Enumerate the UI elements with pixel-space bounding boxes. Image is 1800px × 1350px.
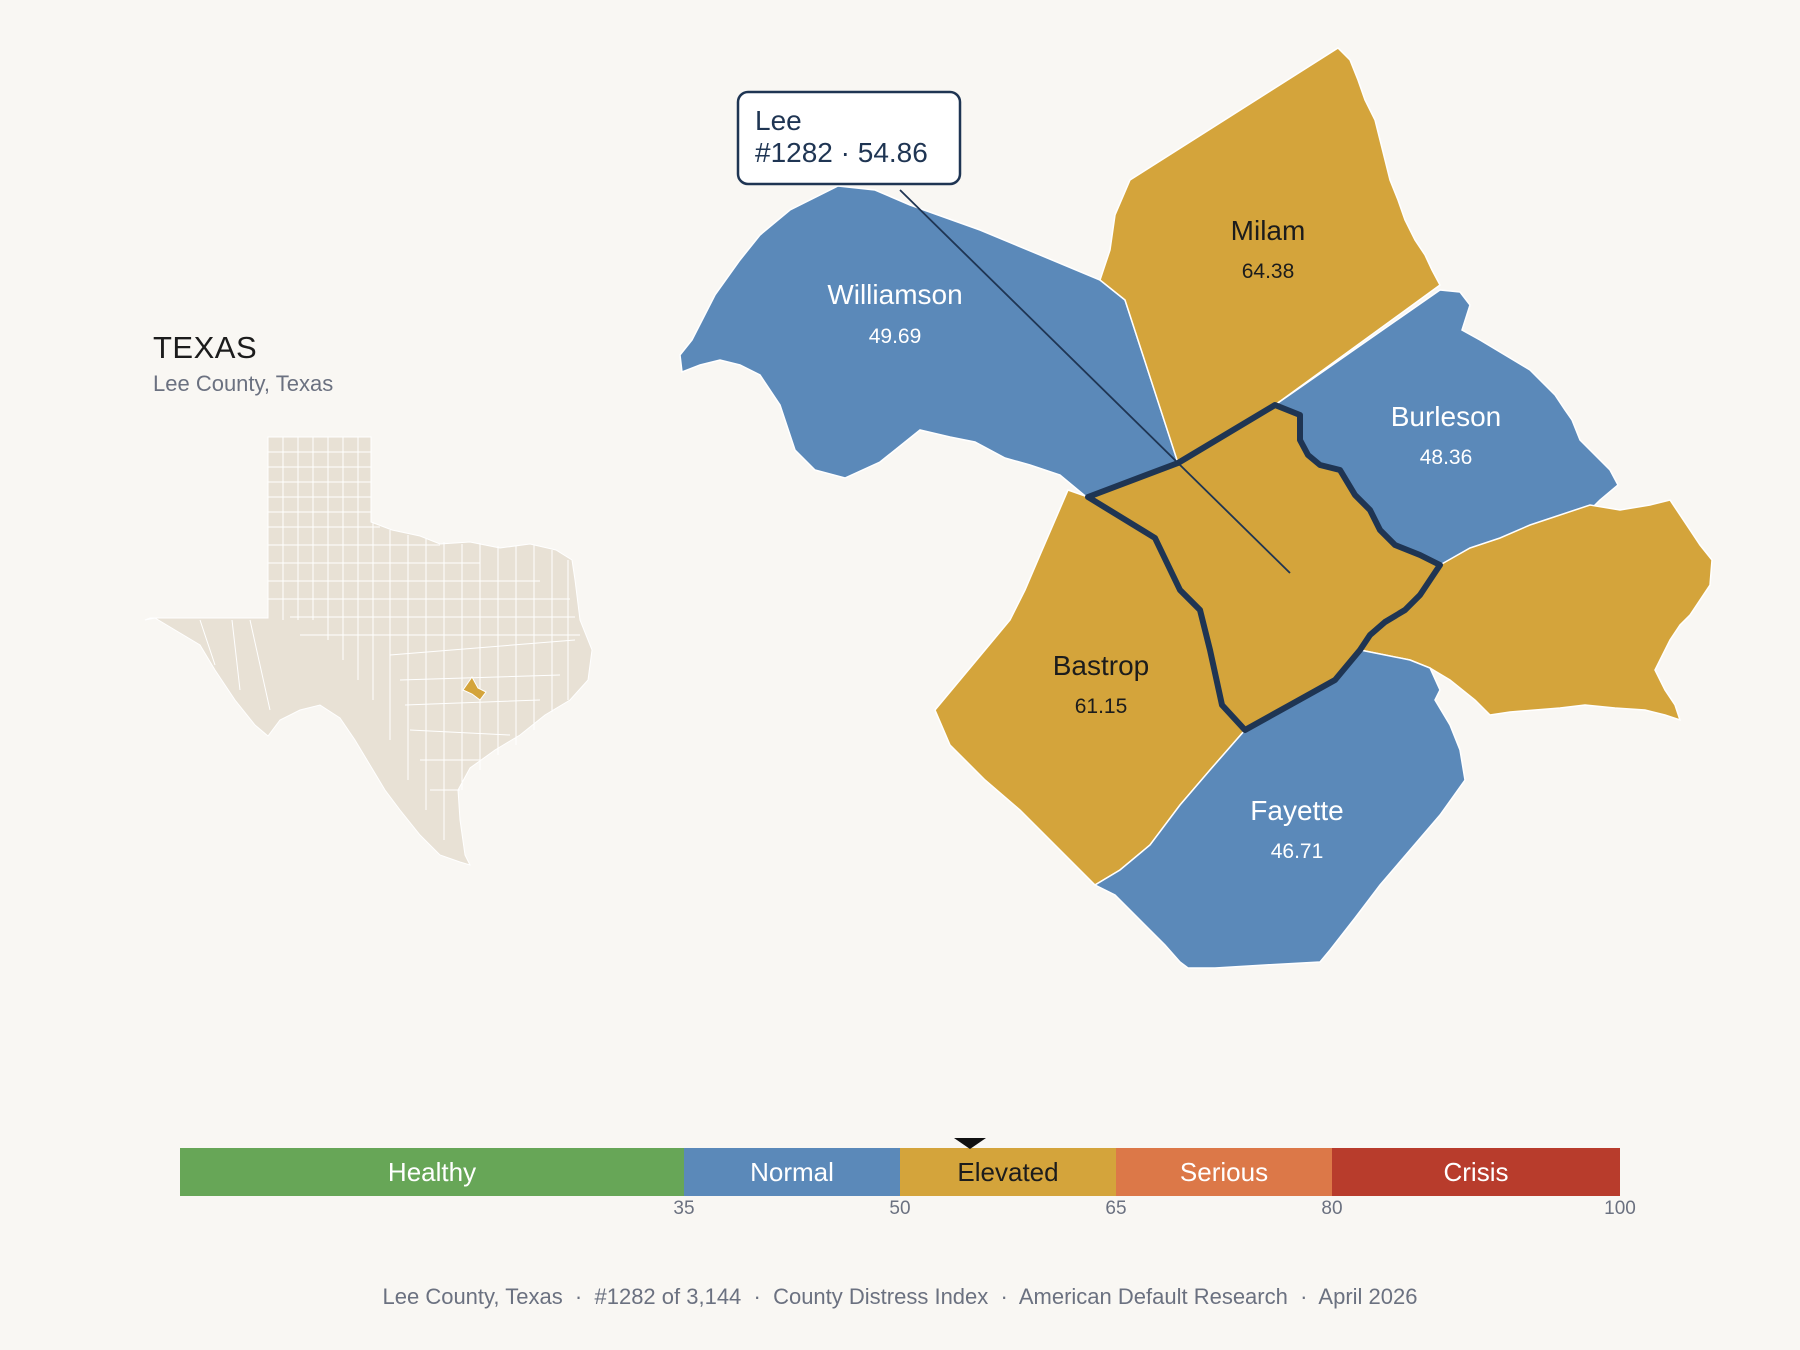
legend-tick-80: 80 xyxy=(1321,1198,1342,1219)
legend-tick-100: 100 xyxy=(1604,1198,1636,1219)
legend-band-normal xyxy=(684,1148,900,1196)
legend-marker-triangle xyxy=(953,1138,986,1149)
county-labels: Williamson 49.69 Milam 64.38 Burleson 48… xyxy=(827,215,1501,863)
footer-index: County Distress Index xyxy=(773,1284,989,1309)
williamson-value: 49.69 xyxy=(869,325,922,348)
callout-rank-value: #1282 · 54.86 xyxy=(755,137,928,168)
bastrop-value: 61.15 xyxy=(1075,695,1128,718)
texas-inset-map xyxy=(144,436,593,866)
regional-map xyxy=(679,47,1713,969)
milam-name: Milam xyxy=(1231,215,1306,246)
legend-label-normal: Normal xyxy=(750,1157,834,1187)
county-milam[interactable] xyxy=(1099,47,1441,465)
distress-scale-legend: Healthy Normal Elevated Serious Crisis 35 50 65… xyxy=(180,1138,1636,1219)
milam-value: 64.38 xyxy=(1242,260,1295,283)
inset-subtitle: Lee County, Texas xyxy=(153,371,334,396)
legend-label-crisis: Crisis xyxy=(1444,1157,1509,1187)
texas-state-shape xyxy=(144,436,593,866)
footer-source: American Default Research xyxy=(1018,1284,1288,1309)
lee-inset-highlight xyxy=(462,676,487,701)
callout-box: Lee #1282 · 54.86 xyxy=(736,90,962,186)
legend-label-elevated: Elevated xyxy=(957,1157,1058,1187)
county-fayette[interactable] xyxy=(1093,649,1466,969)
legend-tick-65: 65 xyxy=(1105,1198,1126,1219)
footer-date: April 2026 xyxy=(1318,1284,1418,1309)
legend-label-healthy: Healthy xyxy=(388,1157,476,1187)
fayette-value: 46.71 xyxy=(1271,840,1324,863)
legend-tick-50: 50 xyxy=(889,1198,910,1219)
footer-rank: #1282 of 3,144 xyxy=(594,1284,742,1309)
legend-tick-35: 35 xyxy=(673,1198,694,1219)
bastrop-name: Bastrop xyxy=(1053,650,1150,681)
burleson-value: 48.36 xyxy=(1420,446,1473,469)
legend-band-crisis xyxy=(1332,1148,1620,1196)
callout-county-name: Lee xyxy=(755,105,802,136)
state-title: TEXAS xyxy=(153,330,258,365)
legend-band-serious xyxy=(1116,1148,1332,1196)
footer: Lee County, Texas · #1282 of 3,144 · Cou… xyxy=(382,1284,1418,1309)
burleson-name: Burleson xyxy=(1391,401,1502,432)
footer-county: Lee County, Texas xyxy=(382,1284,563,1309)
legend-label-serious: Serious xyxy=(1180,1157,1268,1187)
lee-county-outline xyxy=(1085,402,1443,733)
fayette-name: Fayette xyxy=(1250,795,1343,826)
county-williamson[interactable] xyxy=(679,185,1179,501)
legend-band-healthy xyxy=(180,1148,684,1196)
legend-band-elevated xyxy=(900,1148,1116,1196)
callout-leader-line xyxy=(899,189,1291,574)
williamson-name: Williamson xyxy=(827,279,962,310)
